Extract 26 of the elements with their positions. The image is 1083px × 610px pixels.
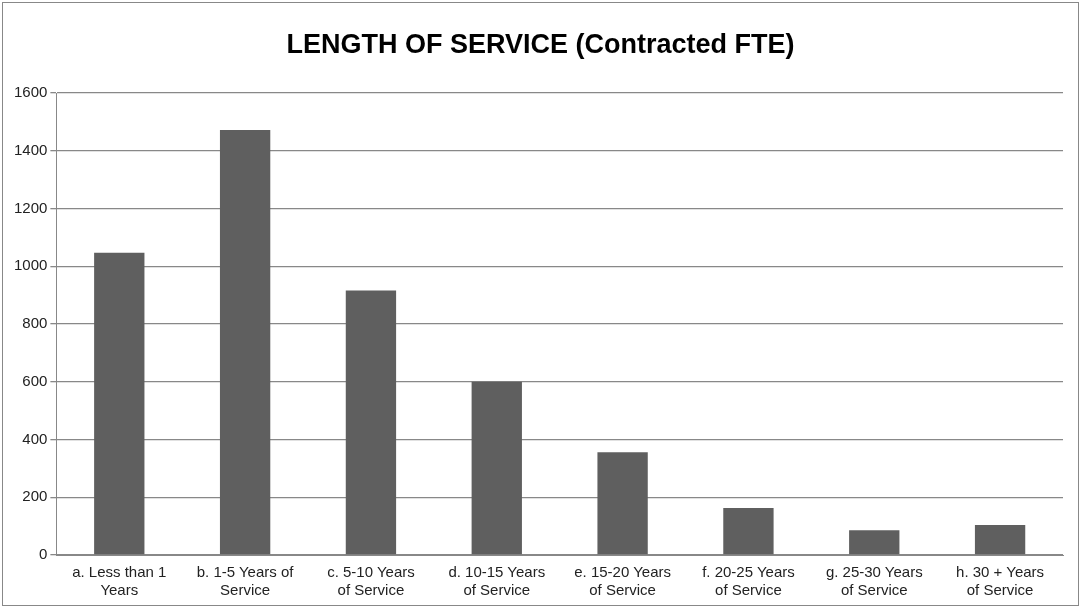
y-tick-label: 1400: [13, 140, 48, 158]
chart-title: LENGTH OF SERVICE (Contracted FTE): [285, 29, 796, 60]
y-tick-label: 200: [22, 487, 48, 505]
bar: [94, 252, 145, 555]
x-tick-label: e. 15-20 Years of Service: [574, 563, 671, 599]
x-tick-label: a. Less than 1 Years: [72, 563, 167, 599]
y-tick-label: 800: [22, 314, 48, 332]
x-tick-label: f. 20-25 Years of Service: [702, 563, 795, 599]
bar: [345, 290, 397, 555]
x-tick-label: b. 1-5 Years of Service: [196, 563, 295, 599]
x-tick-label: c. 5-10 Years of Service: [327, 563, 415, 599]
bar: [219, 129, 271, 555]
bar: [471, 381, 522, 555]
y-tick-label: 1600: [13, 83, 48, 101]
x-tick-label: d. 10-15 Years of Service: [448, 563, 546, 599]
y-tick-label: 400: [22, 429, 48, 447]
y-tick-label: 0: [39, 545, 48, 563]
bar: [849, 530, 900, 555]
bar: [974, 524, 1026, 555]
x-tick-label: g. 25-30 Years of Service: [825, 563, 923, 599]
y-tick-label: 600: [22, 371, 48, 389]
bar: [597, 452, 648, 555]
y-tick-label: 1000: [13, 256, 48, 274]
bar: [723, 507, 774, 555]
x-tick-label: h. 30 + Years of Service: [956, 563, 1045, 599]
y-tick-label: 1200: [13, 198, 48, 216]
